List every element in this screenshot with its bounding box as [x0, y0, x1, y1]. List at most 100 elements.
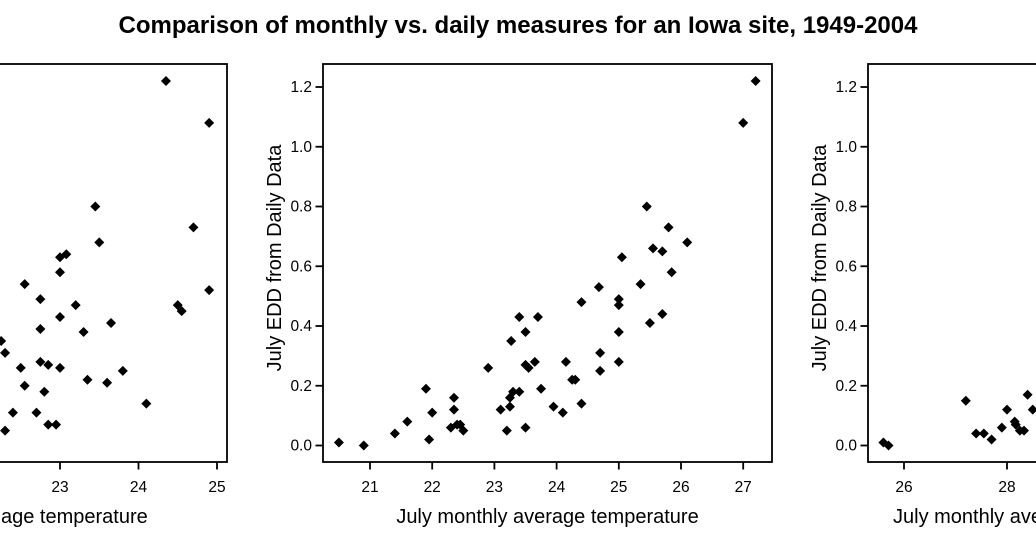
x-tick-label: 24: [548, 479, 566, 496]
y-tick-label: 0.0: [835, 438, 857, 455]
data-point: [1022, 389, 1033, 400]
data-point: [523, 362, 534, 373]
data-point: [90, 201, 101, 212]
data-point: [55, 362, 65, 373]
y-tick-label: 1.2: [835, 79, 857, 96]
data-points: [333, 76, 761, 451]
data-point: [978, 428, 989, 439]
y-tick-label: 0.6: [290, 258, 312, 275]
data-point: [389, 428, 400, 439]
data-point: [448, 392, 459, 403]
data-point: [495, 404, 506, 415]
data-point: [15, 362, 26, 373]
left-scatter-panel: 23 24 25 age temperature: [0, 63, 228, 528]
data-point: [663, 222, 674, 233]
data-point: [35, 356, 46, 367]
data-point: [31, 407, 42, 418]
data-point: [520, 326, 531, 337]
data-point: [595, 365, 606, 376]
y-tick-label: 0.4: [290, 318, 312, 335]
data-point: [504, 401, 515, 412]
data-point: [570, 374, 581, 385]
y-tick-label: 1.0: [290, 139, 312, 156]
data-point: [402, 416, 413, 427]
data-point: [593, 282, 604, 293]
data-point: [483, 362, 494, 373]
y-tick-label: 0.4: [835, 318, 857, 335]
figure-title: Comparison of monthly vs. daily measures…: [118, 12, 918, 39]
data-point: [557, 407, 568, 418]
data-point: [420, 383, 431, 394]
data-point: [106, 318, 117, 329]
data-point: [532, 312, 543, 323]
x-axis: 21 22 23 24 25 26 27: [361, 462, 752, 496]
data-point: [657, 309, 668, 320]
data-point: [19, 380, 30, 391]
data-point: [576, 297, 587, 308]
data-point: [986, 434, 997, 445]
plot-box-border: [867, 63, 1036, 463]
y-axis: 0.0 0.2 0.4 0.6 0.8 1.0 1.2: [290, 79, 323, 455]
y-tick-label: 0.2: [290, 378, 312, 395]
x-tick-label: 21: [361, 479, 378, 496]
y-tick-label: 0.6: [835, 258, 857, 275]
y-tick-label: 0.0: [290, 438, 312, 455]
data-point: [641, 201, 652, 212]
x-tick-label: 25: [610, 479, 627, 496]
data-point: [82, 374, 93, 385]
data-points: [0, 76, 215, 436]
data-point: [39, 386, 50, 397]
data-point: [1027, 404, 1036, 415]
x-tick-label: 26: [672, 479, 689, 496]
data-point: [188, 222, 199, 233]
data-point: [613, 356, 624, 367]
x-axis: 26 28: [895, 462, 1016, 496]
data-point: [204, 285, 215, 296]
plot-box-border: [0, 63, 228, 463]
data-point: [70, 300, 81, 311]
x-tick-label: 26: [895, 479, 912, 496]
data-point: [501, 425, 512, 436]
y-tick-label: 0.2: [835, 378, 857, 395]
data-point: [520, 422, 531, 433]
x-tick-label: 22: [424, 479, 441, 496]
data-point: [613, 326, 624, 337]
middle-scatter-panel: 21 22 23 24 25 26 27 0.0 0.2 0.4 0.6 0.8 1.0 1.2 July …: [264, 63, 773, 528]
data-point: [682, 237, 693, 248]
data-point: [78, 326, 89, 337]
y-tick-label: 0.8: [835, 199, 857, 216]
data-point: [529, 356, 540, 367]
data-point: [160, 76, 171, 87]
y-tick-label: 1.2: [290, 79, 312, 96]
x-tick-label: 23: [486, 479, 503, 496]
data-point: [117, 365, 128, 376]
data-point: [61, 249, 72, 260]
y-tick-label: 1.0: [835, 139, 857, 156]
data-point: [548, 401, 559, 412]
y-axis-title: July EDD from Daily Data: [809, 144, 831, 372]
x-axis-title: July monthly ave: [893, 506, 1036, 528]
y-axis: 0.0 0.2 0.4 0.6 0.8 1.0 1.2: [835, 79, 868, 455]
data-point: [635, 279, 646, 290]
x-axis-title: age temperature: [1, 506, 148, 528]
data-point: [996, 422, 1007, 433]
data-point: [358, 440, 369, 451]
data-point: [333, 437, 344, 448]
x-axis: 23 24 25: [51, 462, 226, 496]
x-tick-label: 28: [998, 479, 1015, 496]
data-point: [51, 419, 62, 430]
data-point: [595, 347, 606, 358]
right-scatter-panel: 26 28 0.0 0.2 0.4 0.6 0.8 1.0 1.2 July monthly av…: [809, 63, 1036, 528]
data-point: [0, 425, 11, 436]
data-point: [102, 377, 113, 388]
data-point: [738, 117, 749, 128]
data-point: [141, 398, 152, 409]
data-point: [1010, 419, 1021, 430]
data-point: [448, 404, 459, 415]
data-point: [648, 243, 659, 254]
data-point: [514, 386, 525, 397]
data-point: [0, 347, 11, 358]
data-point: [7, 407, 18, 418]
data-point: [514, 312, 525, 323]
